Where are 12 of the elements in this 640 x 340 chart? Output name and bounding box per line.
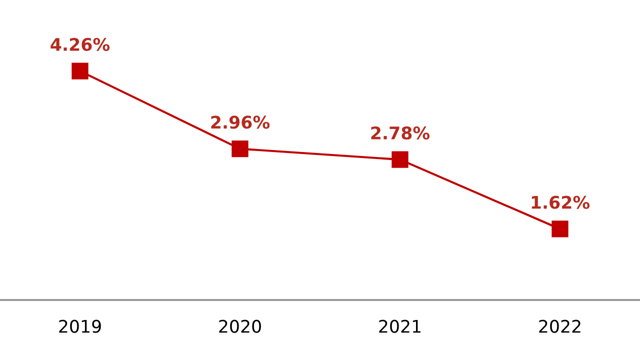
x-tick-label: 2020 — [219, 320, 261, 333]
data-label: 4.26% — [50, 38, 110, 52]
data-label: 1.62% — [532, 196, 590, 209]
point — [232, 140, 248, 158]
point — [72, 62, 88, 80]
point — [392, 151, 408, 168]
x-tick-label: 2022 — [539, 320, 580, 333]
x-tick-label: 2021 — [379, 320, 420, 333]
x-tick-label: 2019 — [59, 320, 101, 333]
point — [552, 220, 568, 238]
data-label: 2.78% — [371, 126, 430, 140]
data-label: 2.96% — [211, 116, 270, 129]
